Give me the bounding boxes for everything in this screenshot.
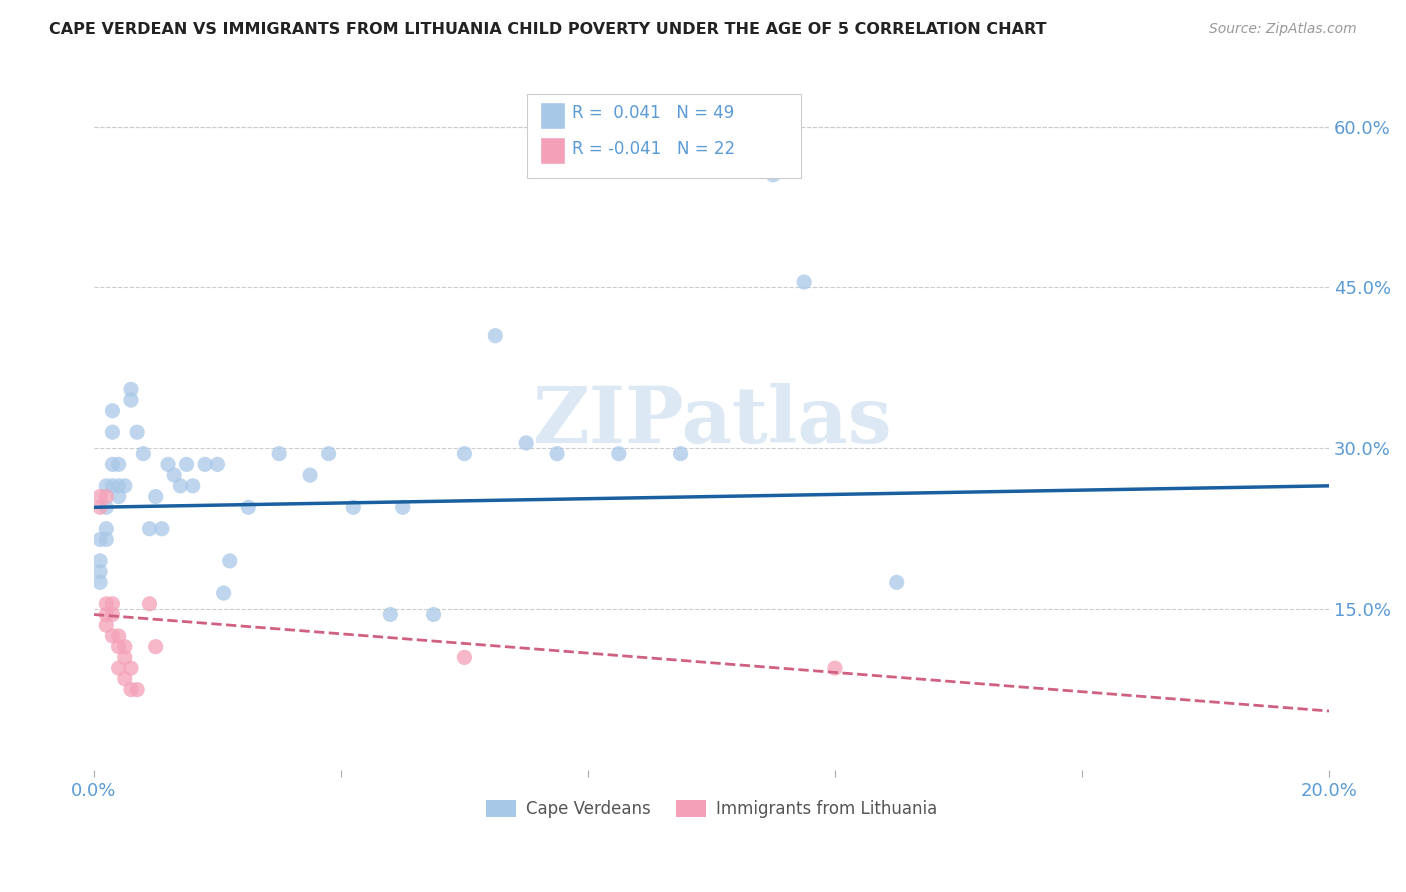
- Point: [96, 500, 118, 515]
- Point: [101, 629, 124, 643]
- Point: [101, 403, 124, 417]
- Point: [138, 522, 160, 536]
- Point: [150, 522, 173, 536]
- Point: [546, 447, 568, 461]
- Point: [380, 607, 402, 622]
- Point: [169, 479, 191, 493]
- Point: [218, 554, 240, 568]
- Point: [453, 650, 475, 665]
- Point: [101, 458, 124, 472]
- Point: [120, 392, 142, 407]
- Point: [342, 500, 364, 515]
- Point: [89, 500, 111, 515]
- Point: [669, 447, 692, 461]
- Point: [762, 168, 785, 182]
- Point: [101, 607, 124, 622]
- Point: [101, 479, 124, 493]
- Point: [89, 554, 111, 568]
- Point: [107, 629, 129, 643]
- Text: CAPE VERDEAN VS IMMIGRANTS FROM LITHUANIA CHILD POVERTY UNDER THE AGE OF 5 CORRE: CAPE VERDEAN VS IMMIGRANTS FROM LITHUANI…: [49, 22, 1046, 37]
- Point: [96, 479, 118, 493]
- Point: [120, 382, 142, 396]
- Point: [422, 607, 444, 622]
- Point: [89, 575, 111, 590]
- Point: [207, 458, 229, 472]
- Point: [299, 468, 322, 483]
- Point: [96, 533, 118, 547]
- Legend: Cape Verdeans, Immigrants from Lithuania: Cape Verdeans, Immigrants from Lithuania: [479, 793, 943, 824]
- Text: Source: ZipAtlas.com: Source: ZipAtlas.com: [1209, 22, 1357, 37]
- Point: [886, 575, 908, 590]
- Point: [114, 650, 136, 665]
- Point: [107, 661, 129, 675]
- Point: [127, 425, 149, 440]
- Point: [96, 618, 118, 632]
- Point: [391, 500, 413, 515]
- Text: ZIPatlas: ZIPatlas: [531, 384, 891, 459]
- Point: [89, 490, 111, 504]
- Point: [89, 533, 111, 547]
- Point: [145, 490, 167, 504]
- Point: [157, 458, 180, 472]
- Point: [96, 597, 118, 611]
- Point: [114, 672, 136, 686]
- Point: [89, 565, 111, 579]
- Point: [127, 682, 149, 697]
- Point: [114, 479, 136, 493]
- Point: [607, 447, 630, 461]
- Point: [120, 661, 142, 675]
- Point: [96, 607, 118, 622]
- Text: R = -0.041   N = 22: R = -0.041 N = 22: [572, 140, 735, 158]
- Point: [107, 479, 129, 493]
- Point: [101, 597, 124, 611]
- Point: [824, 661, 846, 675]
- Point: [181, 479, 204, 493]
- Point: [107, 490, 129, 504]
- Point: [515, 436, 537, 450]
- Point: [120, 682, 142, 697]
- Point: [132, 447, 155, 461]
- Point: [176, 458, 198, 472]
- Point: [484, 328, 506, 343]
- Point: [145, 640, 167, 654]
- Point: [138, 597, 160, 611]
- Point: [238, 500, 260, 515]
- Text: R =  0.041   N = 49: R = 0.041 N = 49: [572, 104, 734, 122]
- Point: [194, 458, 217, 472]
- Point: [163, 468, 186, 483]
- Point: [114, 640, 136, 654]
- Point: [96, 490, 118, 504]
- Point: [318, 447, 340, 461]
- Point: [793, 275, 815, 289]
- Point: [107, 640, 129, 654]
- Point: [269, 447, 291, 461]
- Point: [212, 586, 235, 600]
- Point: [96, 522, 118, 536]
- Point: [107, 458, 129, 472]
- Point: [453, 447, 475, 461]
- Point: [101, 425, 124, 440]
